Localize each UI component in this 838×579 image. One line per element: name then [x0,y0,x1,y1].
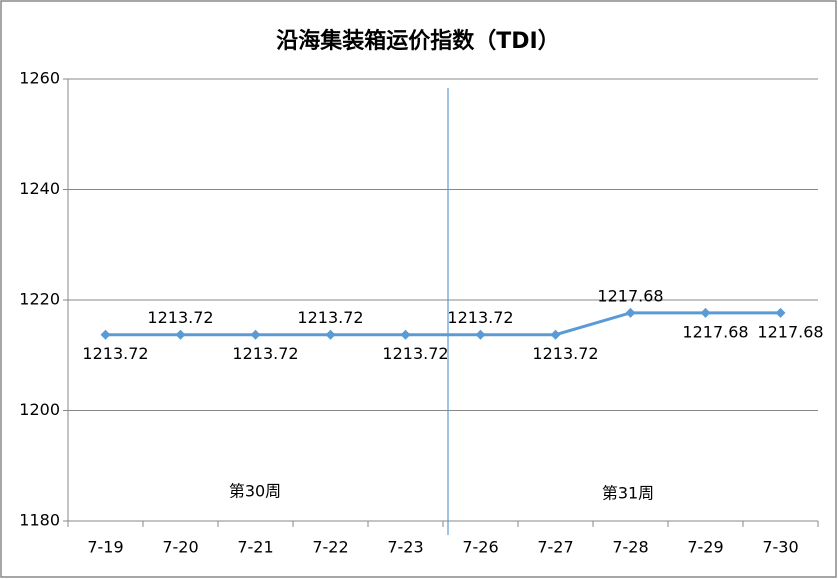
marker [175,329,186,340]
y-tick-label: 1220 [19,290,60,309]
marker [700,307,711,318]
x-tick-label: 7-26 [462,538,498,557]
marker [250,329,261,340]
data-label: 1217.68 [682,322,748,341]
data-label: 1217.68 [757,322,823,341]
x-tick-label: 7-30 [762,538,798,557]
x-tick-label: 7-20 [162,538,198,557]
marker [475,329,486,340]
x-tick-label: 7-28 [612,538,648,557]
annotation: 第31周 [602,484,654,503]
y-tick-label: 1180 [19,511,60,530]
data-label: 1213.72 [447,308,513,327]
y-tick-label: 1240 [19,179,60,198]
x-tick-label: 7-22 [312,538,348,557]
marker [550,329,561,340]
data-label: 1213.72 [532,344,598,363]
x-tick-label: 7-29 [687,538,723,557]
marker [625,307,636,318]
marker [775,307,786,318]
annotation: 第30周 [229,482,281,501]
data-label: 1213.72 [297,308,363,327]
x-tick-label: 7-27 [537,538,573,557]
chart-title: 沿海集装箱运价指数（TDI） [276,28,559,54]
data-label: 1213.72 [147,308,213,327]
y-tick-label: 1200 [19,400,60,419]
data-label: 1213.72 [82,344,148,363]
x-tick-label: 7-23 [387,538,423,557]
data-label: 1213.72 [382,344,448,363]
data-label: 1217.68 [597,286,663,305]
line-series [105,311,781,337]
x-tick-label: 7-21 [237,538,273,557]
marker [325,329,336,340]
marker [100,329,111,340]
data-label: 1213.72 [232,344,298,363]
x-tick-label: 7-19 [87,538,123,557]
marker [400,329,411,340]
y-tick-label: 1260 [19,69,60,88]
